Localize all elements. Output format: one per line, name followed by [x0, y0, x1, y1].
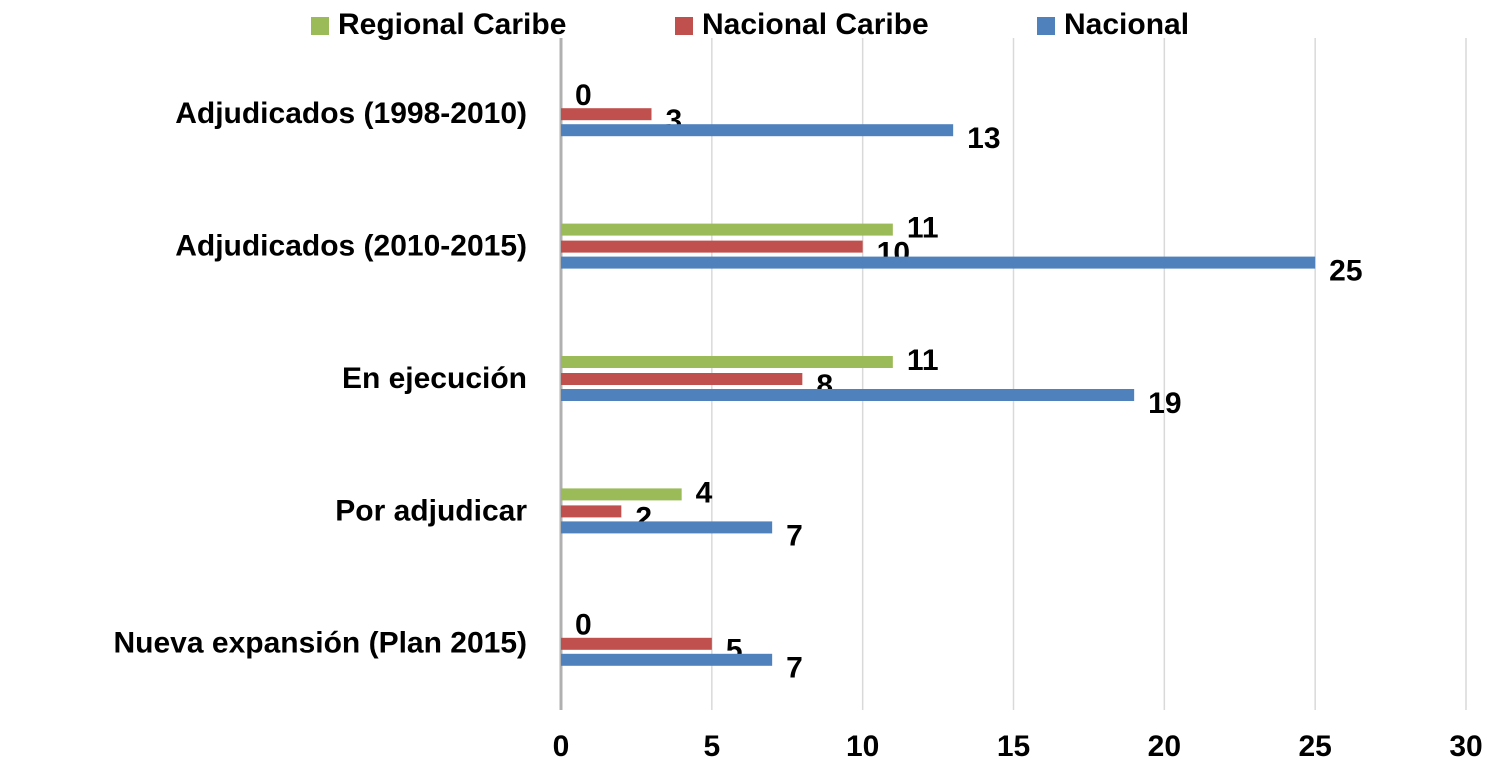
x-tick-label: 15 — [997, 730, 1030, 763]
data-label: 19 — [1148, 387, 1181, 420]
data-label: 0 — [575, 79, 592, 112]
x-tick-label: 30 — [1449, 730, 1482, 763]
x-tick-label: 5 — [703, 730, 720, 763]
bar — [561, 356, 893, 368]
bar — [561, 389, 1135, 401]
y-tick-label: Por adjudicar — [335, 494, 527, 527]
legend-label: Nacional — [1064, 8, 1189, 41]
legend-label: Nacional Caribe — [702, 8, 929, 41]
bar — [561, 373, 803, 385]
data-label: 0 — [575, 609, 592, 642]
data-label: 4 — [696, 476, 713, 509]
y-tick-label: Adjudicados (2010-2015) — [175, 230, 527, 263]
x-tick-label: 25 — [1298, 730, 1331, 763]
bar — [561, 637, 712, 650]
bar — [561, 505, 622, 518]
legend-swatch — [675, 17, 693, 35]
legend-swatch — [311, 17, 329, 35]
legend-swatch — [1037, 17, 1055, 35]
data-label: 11 — [907, 212, 939, 245]
bar — [561, 256, 1316, 269]
bar — [561, 240, 863, 253]
x-tick-label: 10 — [846, 730, 879, 763]
bar — [561, 521, 773, 534]
data-label: 13 — [967, 122, 1000, 155]
data-label: 7 — [786, 652, 803, 685]
data-label: 7 — [786, 519, 803, 552]
bar — [561, 124, 954, 137]
y-tick-label: Adjudicados (1998-2010) — [175, 97, 527, 130]
bar — [561, 108, 652, 121]
bar — [561, 653, 773, 666]
bar — [561, 488, 682, 501]
x-tick-label: 20 — [1148, 730, 1181, 763]
bar — [561, 223, 893, 236]
y-tick-label: En ejecución — [342, 362, 527, 395]
data-label: 11 — [907, 344, 939, 377]
y-tick-label: Nueva expansión (Plan 2015) — [114, 627, 528, 660]
x-tick-label: 0 — [553, 730, 570, 763]
data-label: 25 — [1329, 255, 1362, 288]
legend-label: Regional Caribe — [338, 8, 566, 41]
